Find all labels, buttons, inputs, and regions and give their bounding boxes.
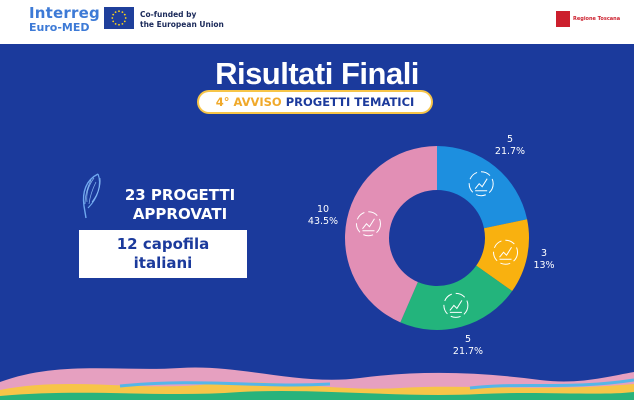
region-name: Regione Toscana xyxy=(573,16,621,22)
slice-percent-4: 43.5% xyxy=(307,216,339,227)
donut-slice-2 xyxy=(476,219,530,292)
leaders-box: 12 capofila italiani xyxy=(79,230,247,278)
growth-chart-icon xyxy=(468,171,494,197)
slice-percent-2: 13% xyxy=(533,260,555,271)
slice-value-2: 3 xyxy=(540,248,548,259)
feather-icon xyxy=(78,172,106,222)
count-line1: 23 PROGETTI xyxy=(124,186,236,204)
page-title: Risultati Finali xyxy=(215,56,419,91)
brand-line1: Interreg xyxy=(29,4,100,22)
cofund-line1: Co-funded by xyxy=(140,10,197,19)
leaders-line2: italiani xyxy=(133,254,193,272)
eu-flag-icon xyxy=(104,7,134,29)
regione-toscana-logo-icon xyxy=(556,11,570,27)
cofunded-text: Co-funded by the European Union xyxy=(140,10,224,30)
donut-slice-4 xyxy=(344,146,437,323)
slice-percent-3: 21.7% xyxy=(452,346,484,357)
count-line2: APPROVATI xyxy=(132,205,228,223)
city-icon xyxy=(443,292,469,318)
slice-label-1: 5 21.7% xyxy=(488,134,532,158)
hand-leaf-icon xyxy=(493,239,519,265)
projects-count: 23 PROGETTI APPROVATI xyxy=(110,186,250,224)
slice-label-2: 3 13% xyxy=(522,248,566,272)
hands-globe-icon xyxy=(355,211,381,237)
brand-line2: Euro-MED xyxy=(29,21,90,34)
slice-value-3: 5 xyxy=(464,334,472,345)
subtitle-badge: 4° AVVISO PROGETTI TEMATICI xyxy=(199,92,431,112)
slice-value-1: 5 xyxy=(506,134,514,145)
cofund-line2: the European Union xyxy=(140,20,224,30)
subtitle-highlight: 4° AVVISO xyxy=(215,95,282,109)
leaders-text: 12 capofila italiani xyxy=(117,235,210,273)
slice-label-3: 5 21.7% xyxy=(446,334,490,358)
interreg-logo: Interreg Euro-MED xyxy=(29,4,100,34)
slice-value-4: 10 xyxy=(316,204,330,215)
slice-label-4: 10 43.5% xyxy=(301,204,345,228)
leaders-line1: 12 capofila xyxy=(116,235,210,253)
slice-percent-1: 21.7% xyxy=(494,146,526,157)
header-bar: Interreg Euro-MED Co-funded by the Europ… xyxy=(0,0,634,44)
donut-slice-3 xyxy=(400,265,513,330)
subtitle-rest: PROGETTI TEMATICI xyxy=(281,95,415,109)
